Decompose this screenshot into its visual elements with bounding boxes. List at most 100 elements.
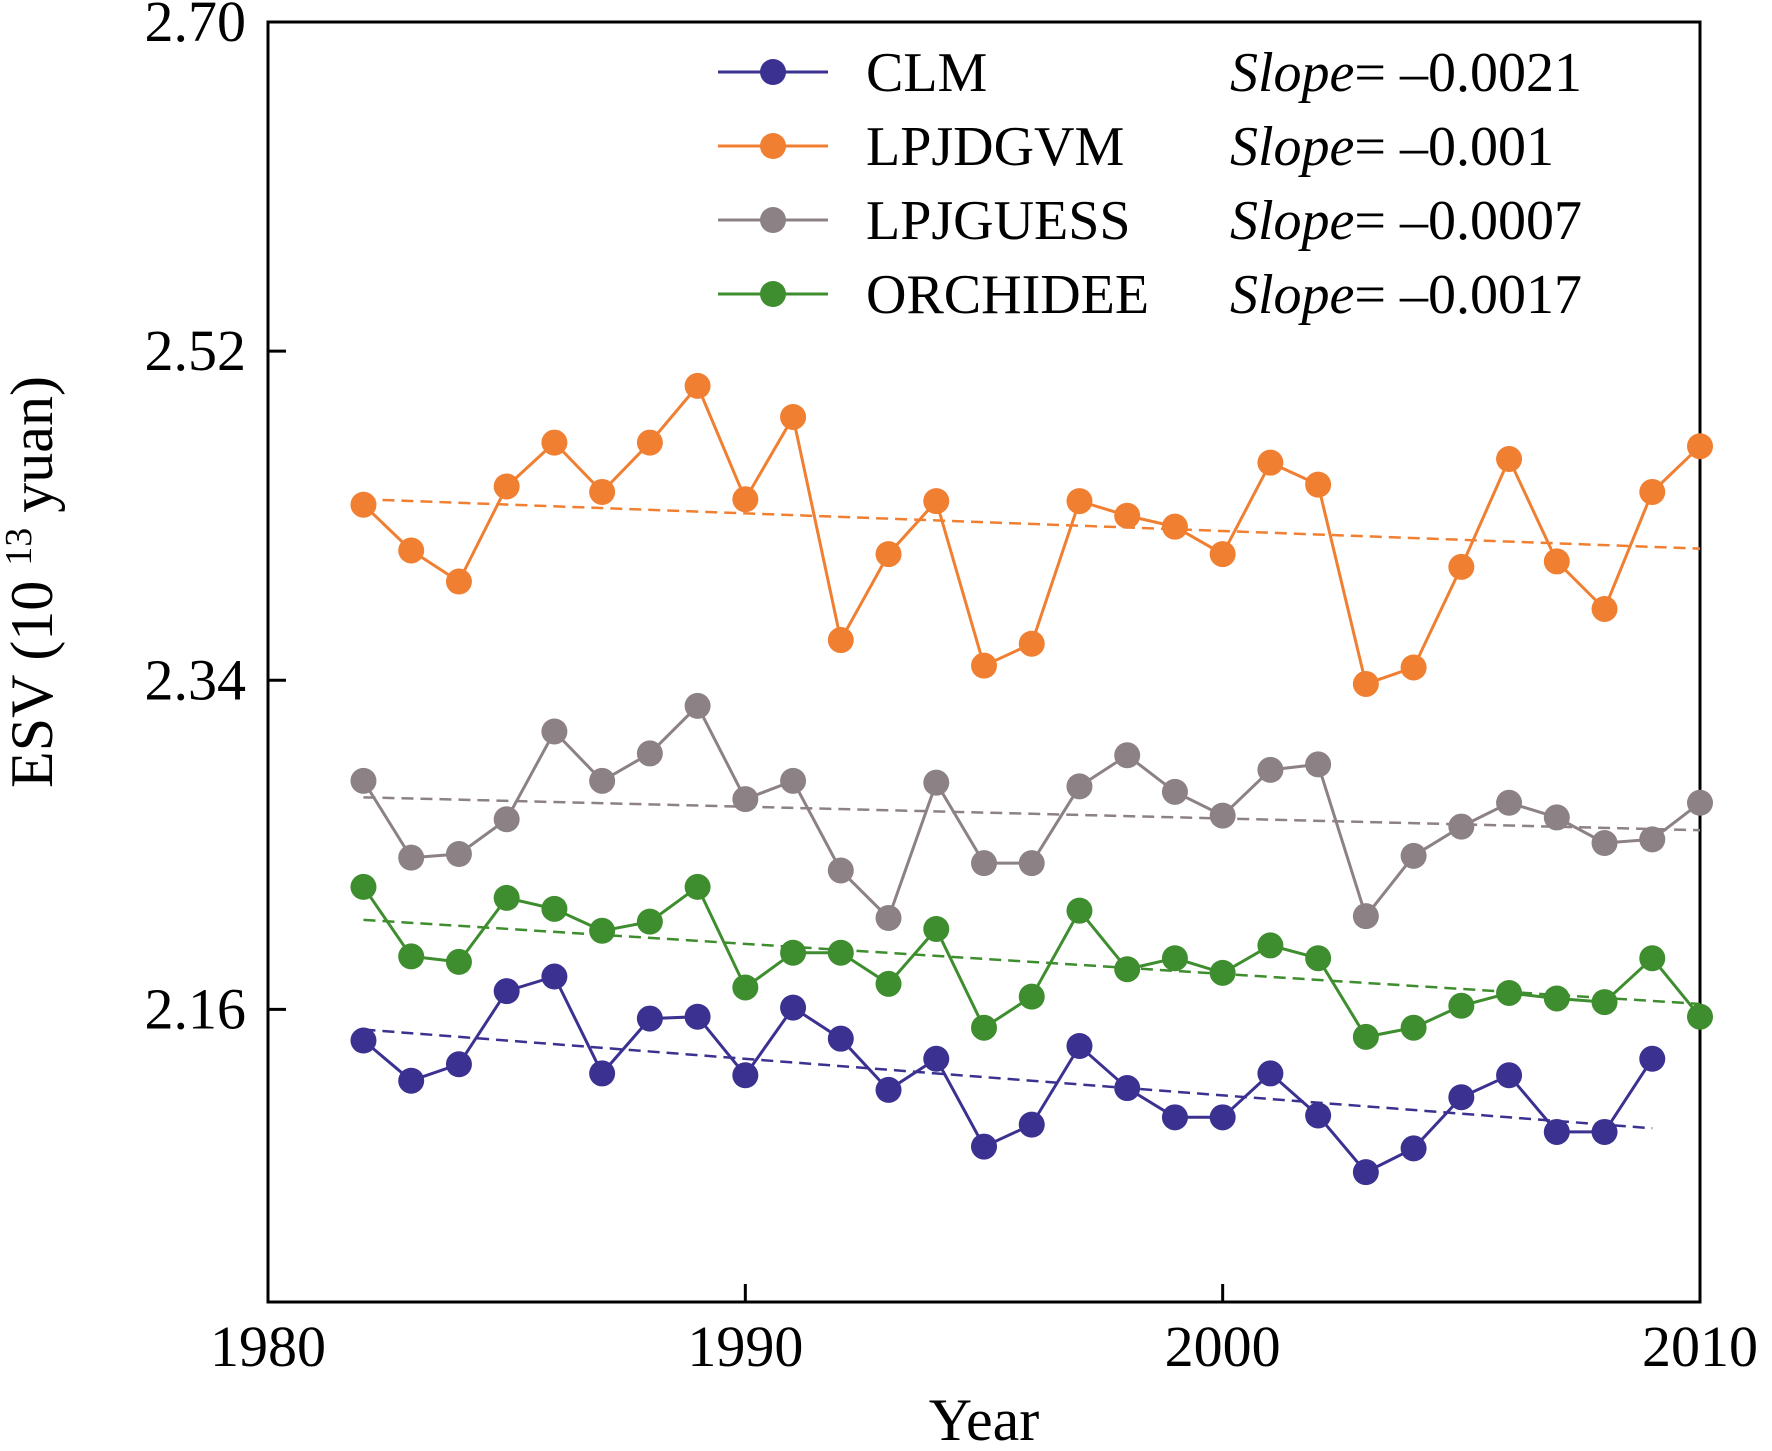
- series-orchidee: [350, 873, 1713, 1050]
- data-point-clm: [445, 1051, 472, 1078]
- data-point-lpjguess: [541, 718, 568, 745]
- data-point-lpjdgvm: [541, 429, 568, 456]
- legend-slope-value: = –0.0017: [1354, 264, 1582, 326]
- data-point-lpjguess: [732, 786, 759, 813]
- data-point-lpjguess: [684, 692, 711, 719]
- legend-slope-value: = –0.001: [1354, 116, 1554, 178]
- data-point-clm: [1352, 1159, 1379, 1186]
- data-point-clm: [1066, 1033, 1093, 1059]
- data-point-lpjguess: [780, 767, 807, 794]
- data-point-orchidee: [971, 1014, 997, 1041]
- legend-slope-prefix: Slope: [1230, 42, 1354, 104]
- legend-label: CLM: [866, 42, 987, 104]
- data-point-lpjguess: [636, 740, 663, 767]
- data-point-orchidee: [636, 908, 663, 935]
- legend-label: ORCHIDEE: [866, 264, 1149, 326]
- x-tick-label: 2000: [1165, 1314, 1281, 1379]
- data-point-orchidee: [1018, 983, 1045, 1010]
- legend-item-lpjguess: LPJGUESS Slope= –0.0007: [718, 190, 1582, 252]
- data-point-orchidee: [398, 943, 425, 970]
- legend-slope: Slope= –0.001: [1230, 116, 1554, 178]
- data-point-lpjdgvm: [1543, 548, 1570, 575]
- data-point-lpjguess: [350, 767, 377, 794]
- data-point-orchidee: [1257, 932, 1284, 959]
- data-point-lpjdgvm: [1352, 670, 1379, 697]
- data-point-lpjguess: [1543, 804, 1570, 831]
- data-point-lpjguess: [1257, 756, 1284, 783]
- data-point-lpjguess: [875, 905, 902, 931]
- data-point-orchidee: [732, 974, 759, 1001]
- data-point-orchidee: [541, 895, 568, 922]
- legend-swatch-marker: [760, 59, 786, 85]
- x-tick-label: 1980: [210, 1314, 326, 1379]
- legend-swatch-marker: [760, 133, 786, 159]
- data-point-orchidee: [1400, 1014, 1427, 1041]
- data-point-orchidee: [684, 873, 711, 900]
- data-point-clm: [1591, 1118, 1618, 1145]
- series-lpjguess: [350, 692, 1713, 931]
- data-point-orchidee: [445, 948, 472, 975]
- data-point-lpjguess: [827, 857, 854, 884]
- data-point-lpjguess: [971, 850, 997, 877]
- data-point-orchidee: [1448, 992, 1475, 1019]
- data-point-lpjguess: [1687, 789, 1713, 816]
- data-point-orchidee: [1639, 945, 1666, 972]
- y-tick-label: 2.70: [145, 0, 247, 54]
- data-point-orchidee: [1114, 956, 1141, 983]
- data-point-lpjguess: [1161, 778, 1188, 805]
- data-point-clm: [684, 1003, 711, 1030]
- data-point-orchidee: [493, 884, 520, 911]
- data-point-clm: [1448, 1084, 1475, 1111]
- data-point-lpjguess: [1305, 751, 1332, 778]
- x-tick-label: 2010: [1642, 1314, 1758, 1379]
- trend-line-lpjdgvm: [363, 498, 1701, 550]
- data-point-lpjdgvm: [589, 478, 616, 505]
- x-axis-title: Year: [929, 1387, 1040, 1451]
- data-point-lpjguess: [493, 806, 520, 833]
- legend-slope-prefix: Slope: [1230, 116, 1354, 178]
- data-point-lpjdgvm: [1687, 433, 1713, 460]
- legend-label: LPJDGVM: [866, 116, 1124, 178]
- data-point-lpjdgvm: [398, 537, 425, 564]
- data-point-clm: [541, 963, 568, 990]
- data-point-lpjdgvm: [1448, 553, 1475, 580]
- data-point-lpjdgvm: [780, 403, 807, 430]
- data-point-clm: [1018, 1111, 1045, 1138]
- data-point-lpjdgvm: [923, 488, 950, 515]
- plot-frame: [266, 20, 1702, 1304]
- y-axis-title: ESV (10 13 yuan): [0, 376, 65, 788]
- data-point-lpjguess: [445, 841, 472, 867]
- data-point-clm: [780, 994, 807, 1021]
- data-point-orchidee: [1496, 979, 1523, 1006]
- legend-swatch-marker: [760, 207, 786, 233]
- data-point-lpjdgvm: [827, 627, 854, 654]
- data-point-clm: [1496, 1062, 1523, 1089]
- data-point-lpjdgvm: [493, 473, 520, 500]
- data-point-lpjdgvm: [1591, 595, 1618, 622]
- data-point-clm: [971, 1133, 997, 1160]
- data-point-lpjguess: [1496, 789, 1523, 816]
- data-point-orchidee: [589, 917, 616, 944]
- data-point-lpjguess: [1352, 903, 1379, 930]
- data-point-clm: [1305, 1102, 1332, 1129]
- data-point-lpjdgvm: [445, 568, 472, 595]
- axis-ticks: 2.16 2.34 2.52 2.70 1980 1990 2000 2010: [145, 0, 1759, 1379]
- y-tick-label: 2.16: [145, 976, 247, 1041]
- data-point-clm: [636, 1005, 663, 1032]
- x-tick-label: 1990: [687, 1314, 803, 1379]
- data-point-orchidee: [350, 873, 377, 900]
- data-point-lpjdgvm: [1066, 488, 1093, 515]
- series-lpjdgvm: [350, 372, 1713, 697]
- trend-line-clm: [363, 1028, 1653, 1130]
- data-point-clm: [1400, 1135, 1427, 1162]
- data-point-lpjdgvm: [684, 372, 711, 399]
- data-point-lpjdgvm: [1496, 446, 1523, 473]
- data-point-clm: [493, 978, 520, 1005]
- data-point-clm: [1161, 1104, 1188, 1131]
- data-point-clm: [923, 1045, 950, 1072]
- data-point-lpjdgvm: [1114, 502, 1141, 529]
- data-point-lpjdgvm: [1018, 630, 1045, 657]
- data-point-orchidee: [1161, 945, 1188, 972]
